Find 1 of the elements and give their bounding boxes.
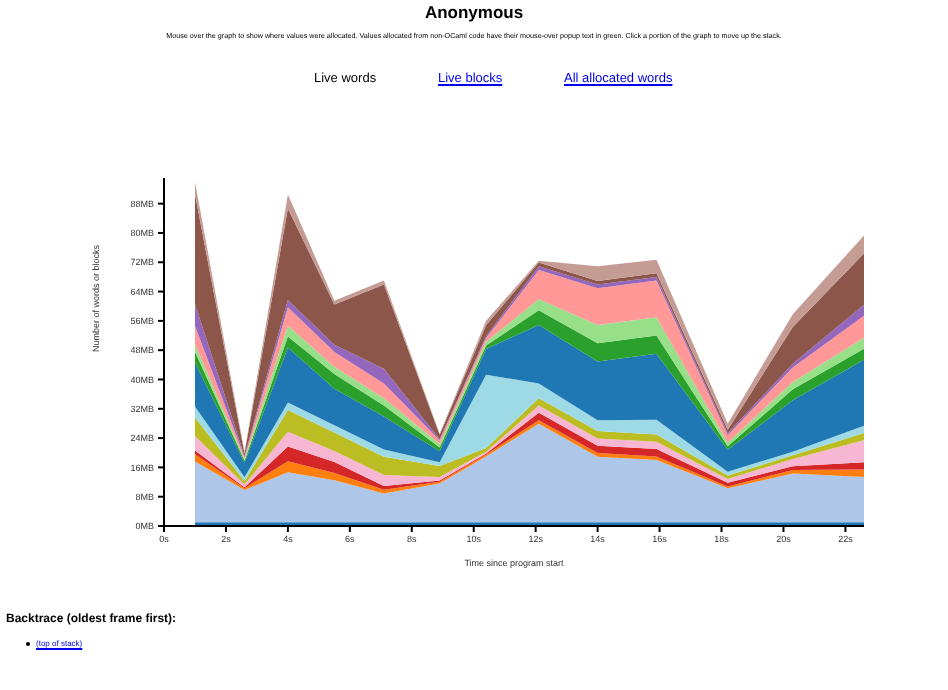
chart-title: Anonymous bbox=[422, 2, 526, 22]
